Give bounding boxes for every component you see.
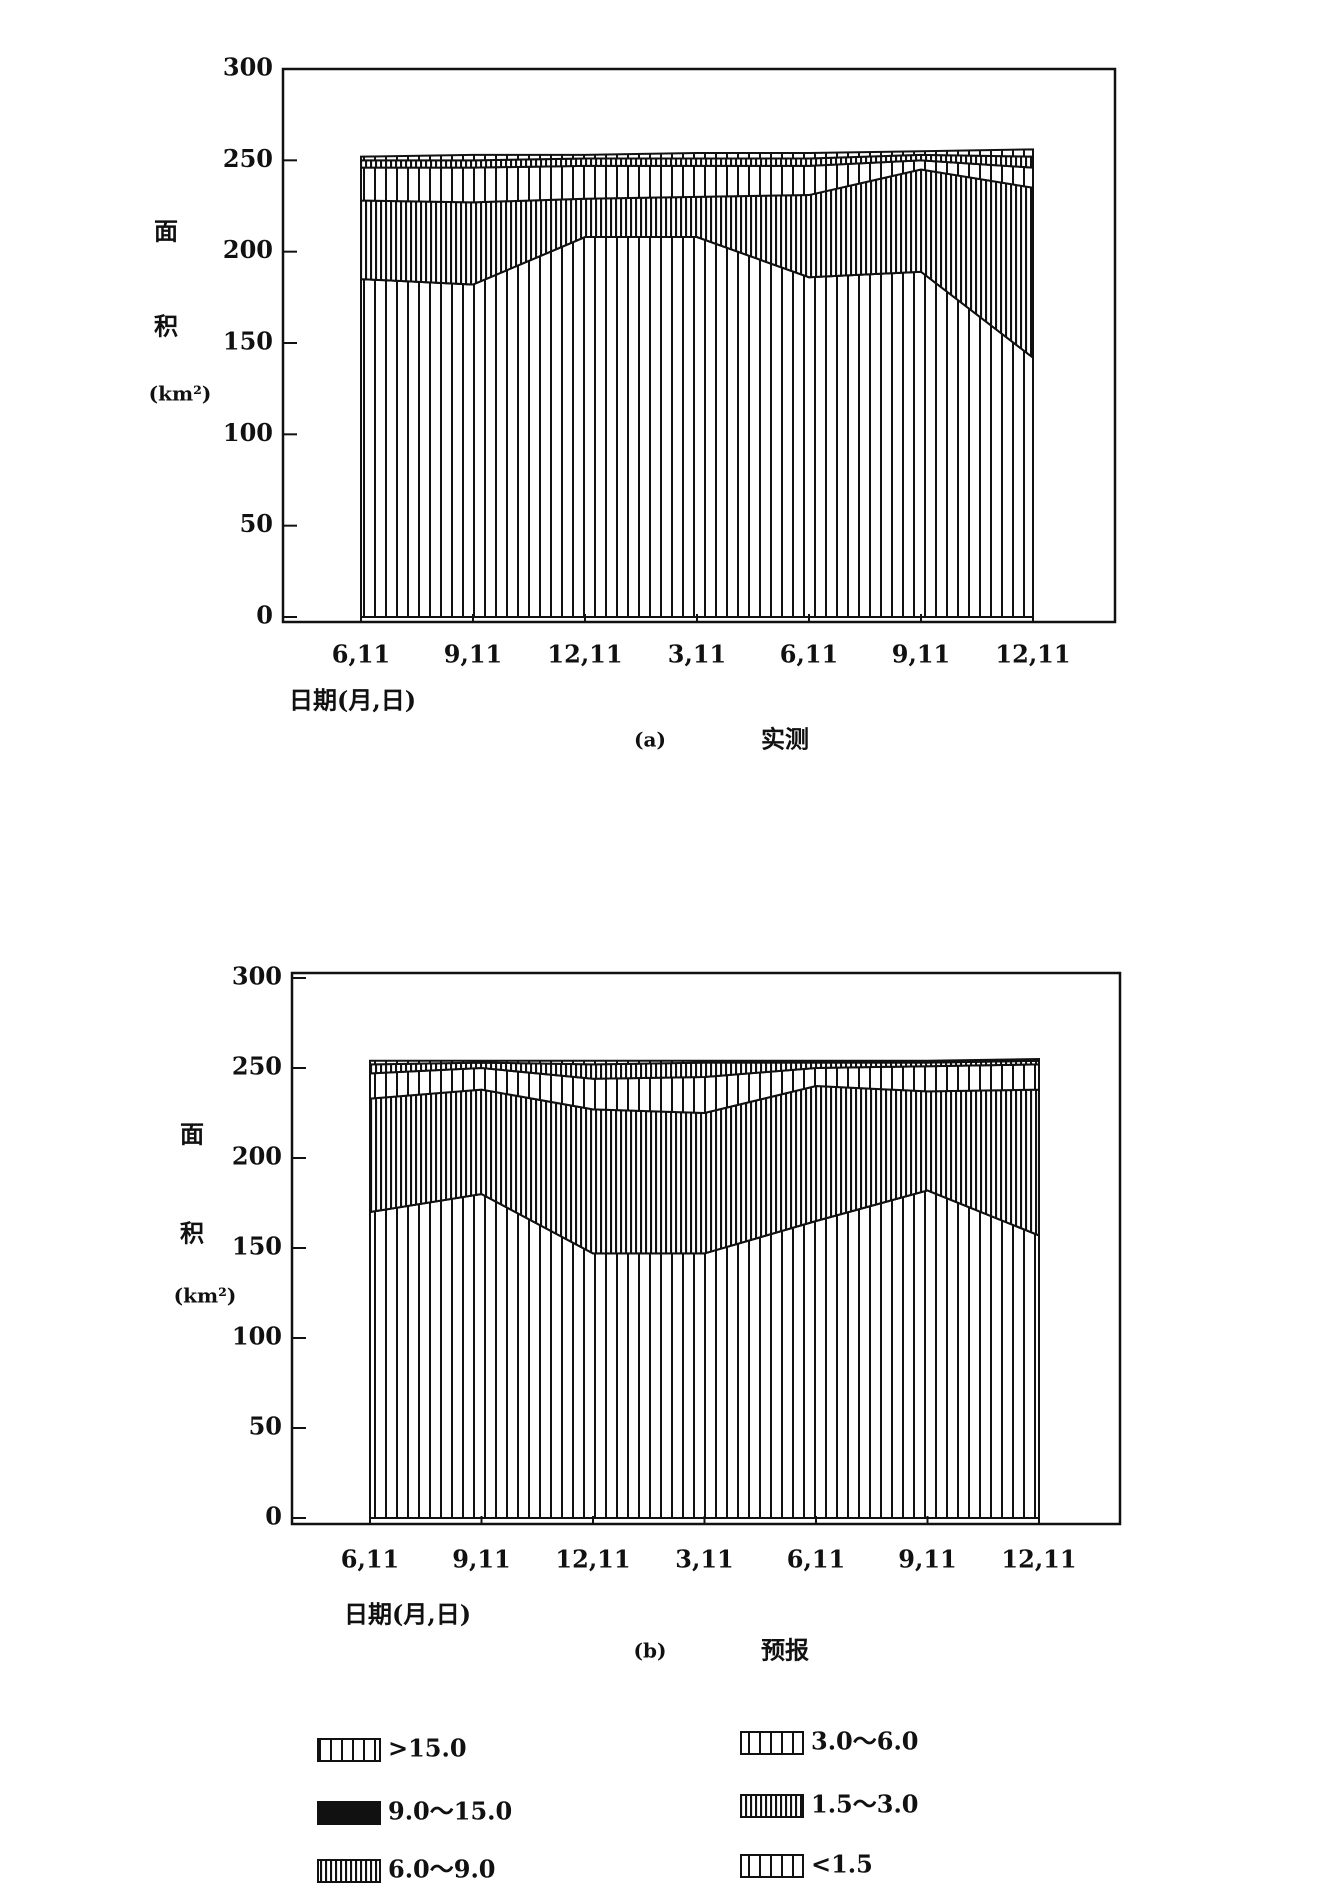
y-tick-label: 300	[232, 962, 282, 991]
caption-tag: (b)	[634, 1639, 667, 1663]
x-tick-label: 12,11	[555, 1545, 630, 1574]
x-tick-label: 9,11	[898, 1545, 956, 1574]
y-tick-label: 200	[223, 235, 273, 264]
legend-label: 6.0～9.0	[388, 1855, 496, 1884]
y-tick-label: 100	[223, 418, 273, 447]
y-tick-label: 200	[232, 1142, 282, 1171]
y-tick-label: 0	[265, 1502, 282, 1531]
x-axis-label: 日期(月,日)	[289, 686, 416, 715]
x-tick-label: 3,11	[675, 1545, 733, 1574]
x-tick-label: 6,11	[780, 640, 838, 669]
legend-swatch	[317, 1738, 381, 1762]
caption-tag: (a)	[634, 728, 666, 752]
area-layer	[360, 148, 1034, 162]
area-layer	[360, 236, 1034, 618]
y-tick-label: 100	[232, 1322, 282, 1351]
x-tick-label: 12,11	[547, 640, 622, 669]
x-tick-label: 3,11	[668, 640, 726, 669]
y-axis-label: (km²)	[174, 1284, 237, 1308]
y-axis-label: (km²)	[149, 382, 212, 406]
x-tick-label: 9,11	[444, 640, 502, 669]
x-axis-label: 日期(月,日)	[344, 1600, 471, 1629]
x-tick-label: 9,11	[452, 1545, 510, 1574]
legend-label: <1.5	[811, 1850, 873, 1879]
y-tick-label: 0	[256, 601, 273, 630]
y-axis-label: 积	[180, 1219, 204, 1248]
y-tick-label: 300	[223, 53, 273, 82]
area-layer	[369, 1057, 1040, 1066]
caption: 预报	[761, 1636, 809, 1665]
legend-swatch	[740, 1854, 804, 1878]
y-tick-label: 150	[223, 327, 273, 356]
y-axis-label: 面	[180, 1120, 204, 1149]
legend-label: 1.5～3.0	[811, 1790, 919, 1819]
y-tick-label: 250	[232, 1052, 282, 1081]
x-tick-label: 6,11	[787, 1545, 845, 1574]
legend-swatch	[317, 1801, 381, 1825]
y-tick-label: 150	[232, 1232, 282, 1261]
y-axis-label: 积	[154, 312, 178, 341]
y-tick-label: 50	[249, 1412, 282, 1441]
caption: 实测	[761, 725, 809, 754]
x-tick-label: 12,11	[995, 640, 1070, 669]
x-tick-label: 6,11	[332, 640, 390, 669]
x-tick-label: 12,11	[1001, 1545, 1076, 1574]
legend-swatch	[740, 1794, 804, 1818]
legend-swatch	[317, 1859, 381, 1883]
legend-label: 9.0～15.0	[388, 1797, 512, 1826]
legend-label: >15.0	[388, 1734, 467, 1763]
legend-swatch	[740, 1731, 804, 1755]
y-tick-label: 250	[223, 144, 273, 173]
y-tick-label: 50	[240, 509, 273, 538]
x-tick-label: 9,11	[892, 640, 950, 669]
legend-label: 3.0～6.0	[811, 1727, 919, 1756]
plot-frame	[281, 67, 1117, 624]
y-axis-label: 面	[154, 217, 178, 246]
x-tick-label: 6,11	[341, 1545, 399, 1574]
